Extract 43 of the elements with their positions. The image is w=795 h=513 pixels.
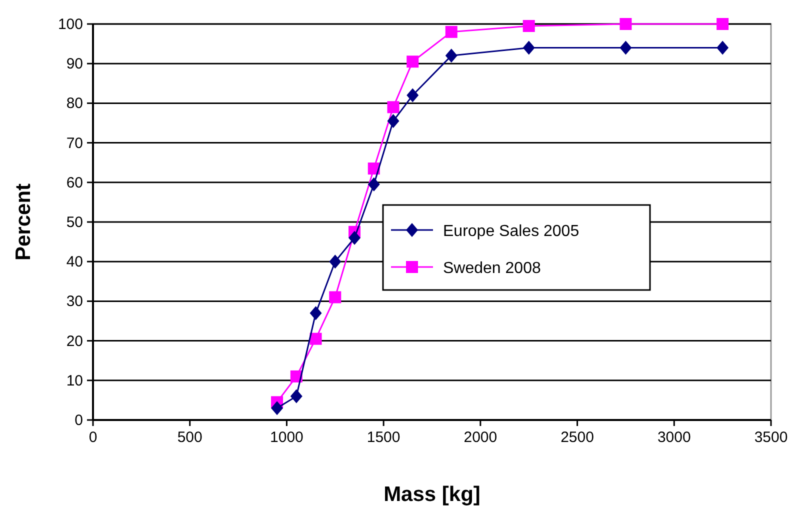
y-tick-label: 30 [66,293,83,310]
y-tick-label: 20 [66,332,83,350]
y-tick-label: 60 [66,174,83,192]
y-axis-title: Percent [12,183,35,261]
y-tick-label: 10 [66,372,83,390]
point [310,306,322,320]
point [522,20,535,32]
y-tick-label: 80 [66,95,83,112]
y-tick-label: 100 [58,16,83,33]
x-tick-label: 0 [88,429,98,446]
y-tick-label: 70 [66,134,83,152]
point [348,230,361,245]
y-tick-label: 50 [66,214,83,231]
point [716,18,729,30]
point [290,389,302,404]
point [387,114,400,128]
y-tick-label: 90 [66,56,83,73]
x-tick-label: 1500 [366,429,400,446]
point [620,18,632,30]
point [716,40,729,55]
legend-label: Europe Sales 2005 [443,223,580,240]
point [271,401,284,416]
point [522,40,535,55]
x-tick-label: 500 [177,429,202,446]
y-tick-label: 0 [74,412,83,429]
x-tick-label: 2000 [464,429,498,446]
legend-label: Sweden 2008 [443,260,541,277]
y-tick-label: 40 [66,254,83,271]
point [406,88,419,102]
point [445,26,458,38]
x-tick-label: 2500 [560,429,594,446]
point [387,101,400,114]
point [329,291,342,304]
x-tick-label: 1000 [270,429,304,446]
point [406,56,419,68]
point [368,177,380,192]
point [620,40,632,55]
point [329,254,342,269]
point [445,48,458,63]
x-axis-title: Mass [kg] [384,483,480,506]
x-tick-label: 3500 [754,429,788,446]
x-tick-label: 3000 [657,429,691,446]
point [310,332,322,345]
